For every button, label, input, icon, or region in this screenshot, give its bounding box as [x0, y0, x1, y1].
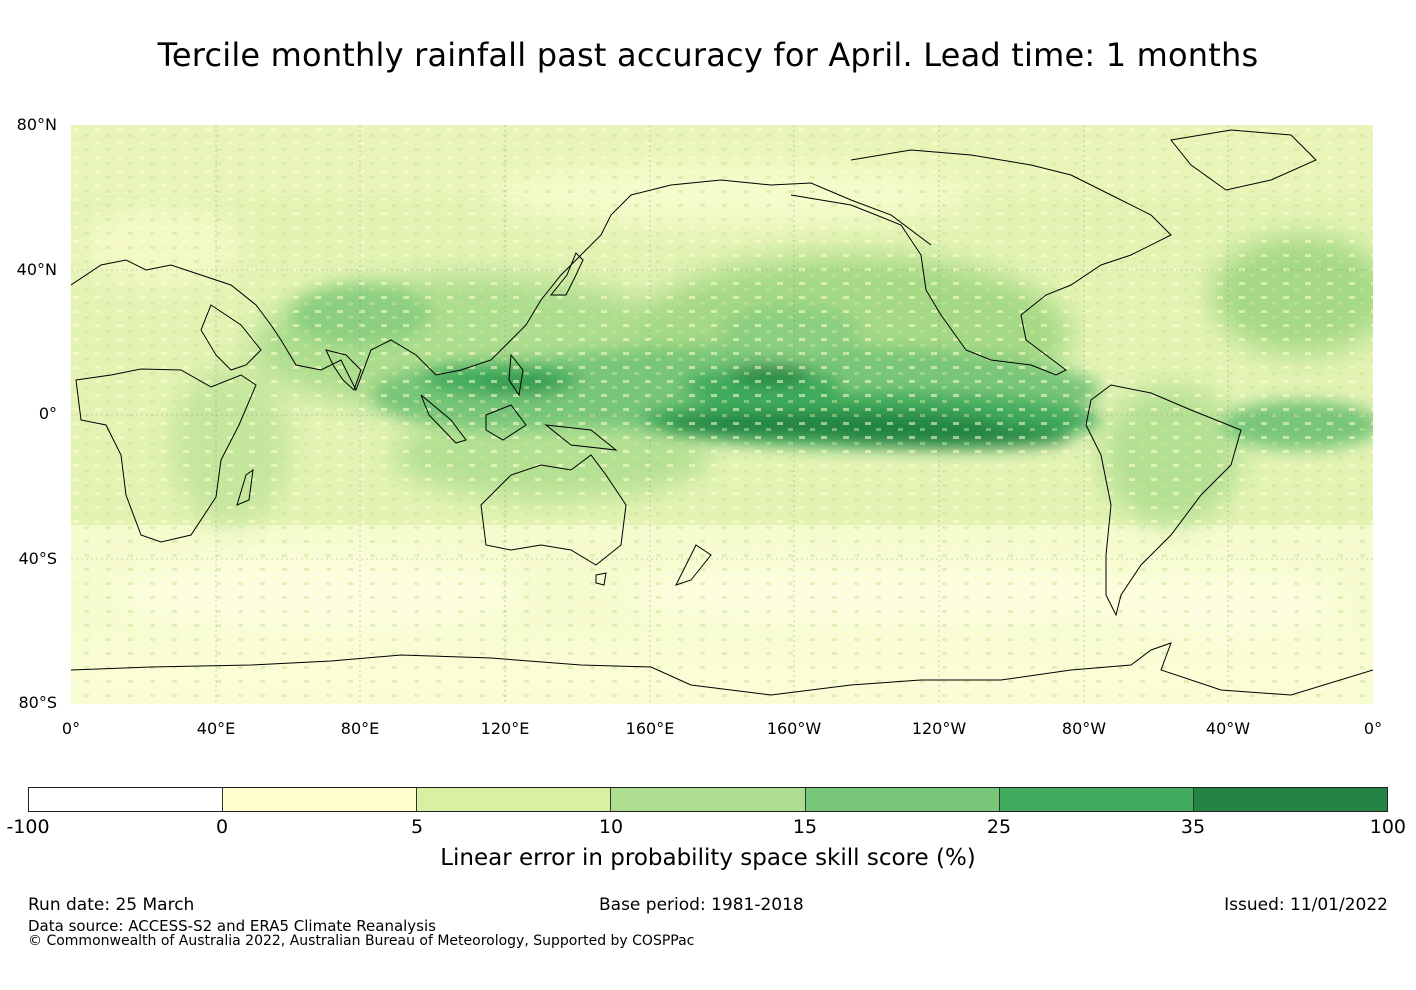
- map-canvas: [71, 125, 1373, 704]
- borneo-coast: [485, 404, 527, 441]
- india-coast: [325, 349, 362, 391]
- colorbar-segment: [223, 788, 418, 811]
- australia-coast: [480, 454, 627, 566]
- issued-date: Issued: 11/01/2022: [1224, 895, 1388, 915]
- colorbar-segment: [805, 788, 1000, 811]
- gridlines: [71, 125, 1373, 704]
- colorbar-segment: [29, 788, 224, 811]
- new-guinea-coast: [544, 424, 618, 451]
- antarctica-coast: [71, 642, 1373, 696]
- lon-label-160e: 160°E: [625, 719, 675, 738]
- lat-label-40n: 40°N: [16, 260, 57, 279]
- lat-label-80n: 80°N: [16, 115, 57, 134]
- coastlines: [71, 129, 1373, 696]
- lon-label-0-right: 0°: [1363, 719, 1383, 738]
- copyright: © Commonwealth of Australia 2022, Austra…: [28, 933, 695, 949]
- colorbar: [28, 787, 1388, 812]
- lat-label-equator: 0°: [38, 404, 57, 423]
- japan-coast: [549, 252, 584, 296]
- lon-label-0-left: 0°: [61, 719, 81, 738]
- lon-label-120w: 120°W: [911, 719, 967, 738]
- colorbar-tick: 35: [1180, 816, 1206, 838]
- lon-label-80e: 80°E: [340, 719, 380, 738]
- run-date: Run date: 25 March: [28, 895, 195, 915]
- map-title: Tercile monthly rainfall past accuracy f…: [157, 36, 1259, 74]
- skill-score-map: [71, 125, 1373, 704]
- colorbar-tick: 100: [1369, 816, 1406, 838]
- colorbar-label: Linear error in probability space skill …: [440, 845, 976, 871]
- tasmania-coast: [595, 572, 607, 586]
- arabia-coast: [200, 304, 262, 371]
- philippines-coast: [508, 353, 524, 397]
- colorbar-tick: 0: [215, 816, 229, 838]
- colorbar-segment: [611, 788, 806, 811]
- base-period: Base period: 1981-2018: [599, 895, 804, 915]
- north-america-coast: [790, 149, 1172, 376]
- greenland-coast: [1170, 129, 1317, 191]
- sumatra-coast: [420, 394, 467, 444]
- colorbar-tick: -100: [6, 816, 50, 838]
- lat-label-40s: 40°S: [18, 549, 57, 568]
- lon-label-80w: 80°W: [1061, 719, 1107, 738]
- eurasia-coast: [71, 179, 932, 392]
- colorbar-tick: 25: [986, 816, 1012, 838]
- colorbar-segment: [417, 788, 612, 811]
- lon-label-40w: 40°W: [1205, 719, 1251, 738]
- lon-label-40e: 40°E: [196, 719, 236, 738]
- colorbar-tick: 10: [598, 816, 624, 838]
- madagascar-coast: [236, 468, 254, 506]
- data-source: Data source: ACCESS-S2 and ERA5 Climate …: [28, 917, 436, 935]
- south-america-coast: [1085, 384, 1242, 617]
- colorbar-tick: 5: [410, 816, 424, 838]
- colorbar-segment: [1193, 788, 1387, 811]
- skill-field: [71, 125, 1373, 704]
- lon-label-120e: 120°E: [480, 719, 530, 738]
- lat-label-80s: 80°S: [18, 693, 57, 712]
- colorbar-tick: 15: [792, 816, 818, 838]
- colorbar-segment: [999, 788, 1194, 811]
- africa-coast: [75, 368, 257, 543]
- lon-label-160w: 160°W: [766, 719, 822, 738]
- new-zealand-coast: [675, 544, 712, 586]
